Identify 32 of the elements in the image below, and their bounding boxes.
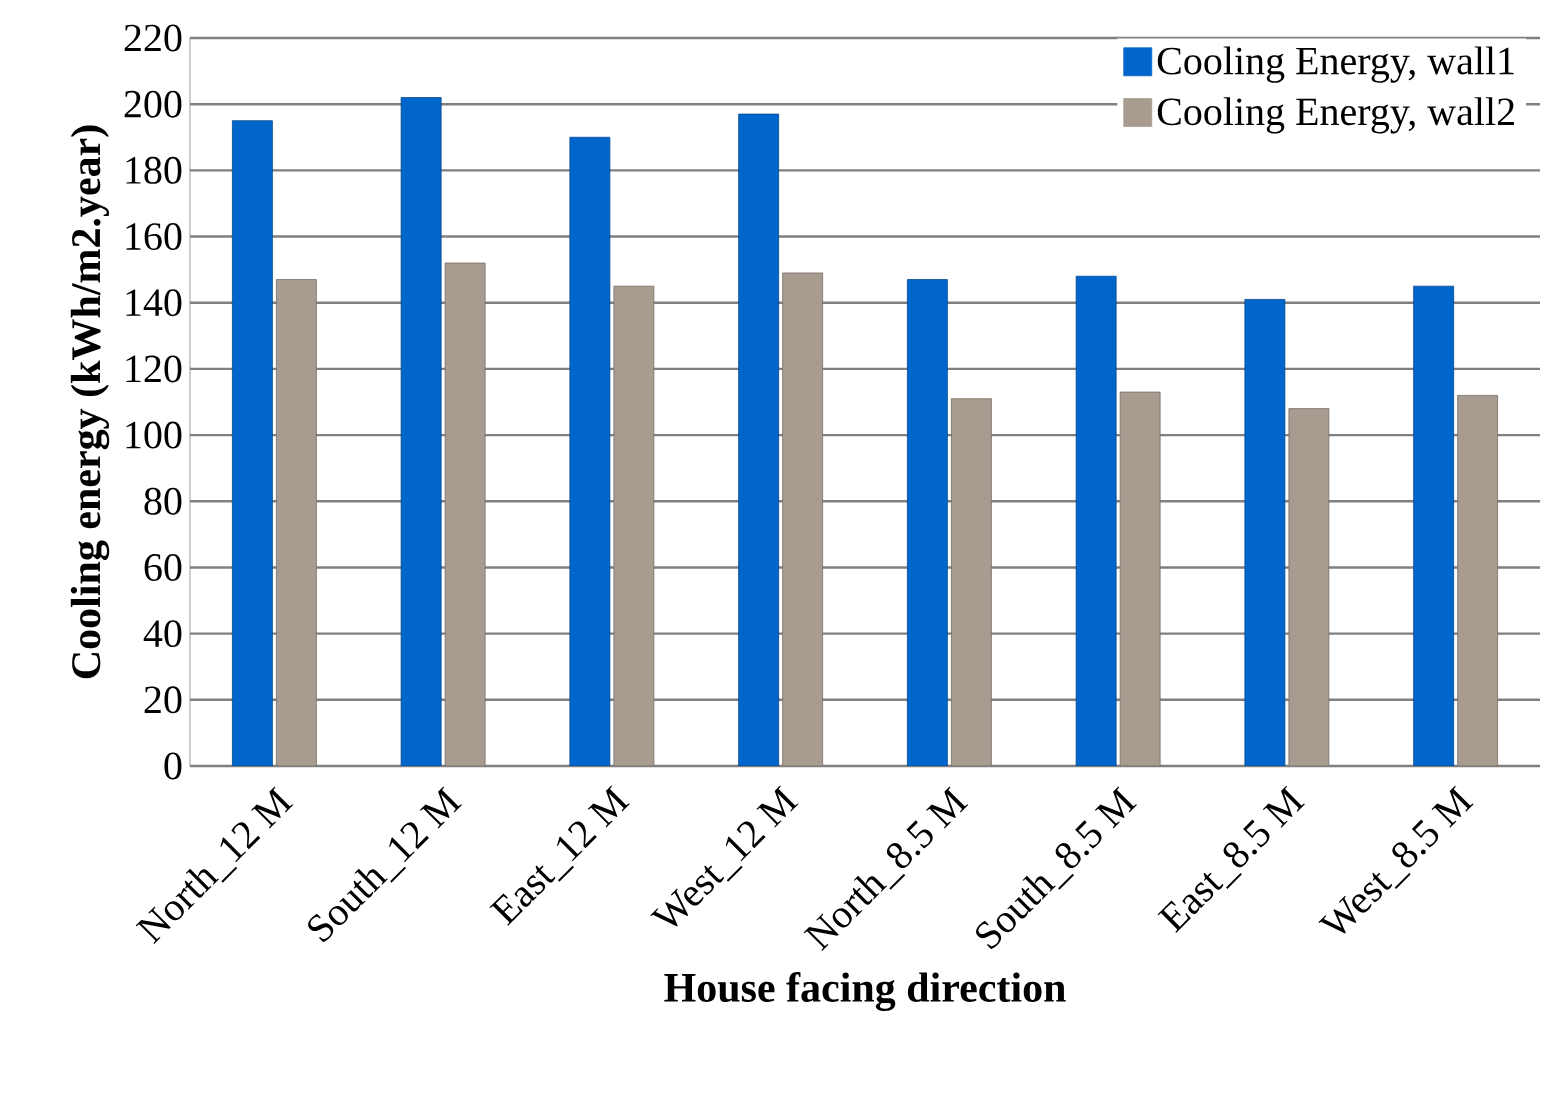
bar [231,120,273,766]
y-tick-label: 140 [126,289,182,317]
bar [782,272,824,766]
y-tick-label: 40 [143,620,182,648]
y-tick-label: 220 [124,24,182,52]
bar [906,279,948,766]
y-tick-label: 80 [144,487,182,515]
y-tick-label: 200 [124,90,182,118]
bar [1119,391,1161,766]
y-tick-label: 60 [144,553,182,581]
bar [738,113,780,766]
bar [1288,408,1330,766]
y-tick-label: 0 [164,752,182,780]
bar [569,136,611,766]
y-tick-label: 180 [126,156,182,184]
bar [275,279,317,766]
bar [1457,394,1499,766]
bar [1244,299,1286,766]
bar [400,97,442,766]
bar [1413,285,1455,766]
legend-label: Cooling Energy, wall1 [1157,46,1514,83]
bar [613,285,655,766]
y-tick-label: 20 [144,686,182,714]
y-tick-label: 120 [126,355,182,383]
y-tick-label: 160 [126,223,182,251]
bar [1075,275,1117,766]
y-axis-title: Cooling energy (kWh/m2.year) [70,125,110,679]
y-tick-label: 100 [126,421,182,449]
x-axis-title: House facing direction [664,972,1066,1011]
bar [444,262,486,766]
legend-label: Cooling Energy, wall2 [1157,97,1514,134]
bar [950,398,992,766]
